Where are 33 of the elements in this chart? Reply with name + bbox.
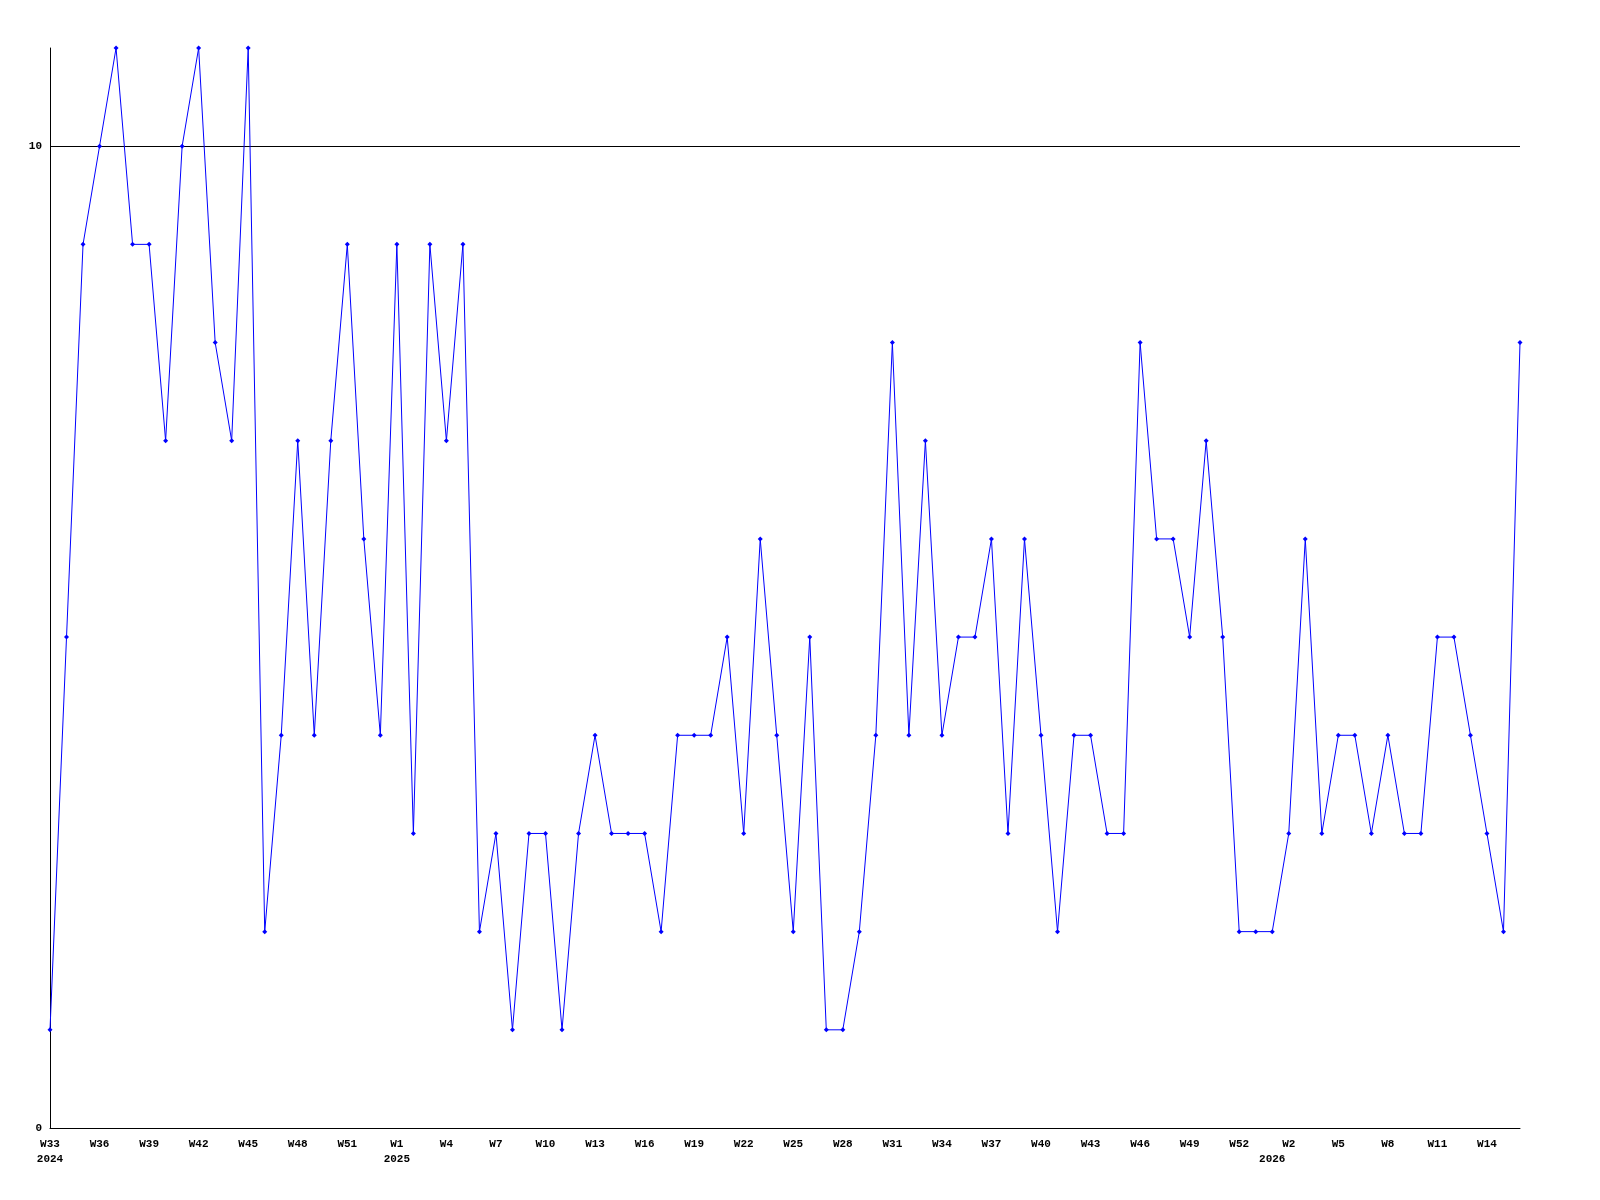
x-tick-label: W19 bbox=[684, 1137, 705, 1150]
x-tick-label: W1 2025 bbox=[383, 1137, 411, 1165]
x-tick-label: W52 bbox=[1229, 1137, 1250, 1150]
x-tick-label: W8 bbox=[1381, 1137, 1395, 1150]
x-tick-label: W51 bbox=[337, 1137, 358, 1150]
x-tick-label: W48 bbox=[287, 1137, 309, 1150]
x-tick-label: W45 bbox=[238, 1137, 259, 1150]
x-tick-label: W22 bbox=[733, 1137, 754, 1150]
x-tick-label: W4 bbox=[439, 1137, 454, 1150]
x-tick-label: W5 bbox=[1331, 1137, 1346, 1150]
x-tick-label: W49 bbox=[1179, 1137, 1200, 1150]
x-tick-label: W7 bbox=[489, 1137, 503, 1150]
x-tick-label: W10 bbox=[535, 1137, 556, 1150]
x-tick-label: W42 bbox=[188, 1137, 209, 1150]
x-tick-label: W16 bbox=[634, 1137, 655, 1150]
x-tick-label: W34 bbox=[932, 1137, 953, 1150]
x-tick-label: W37 bbox=[981, 1137, 1002, 1150]
x-tick-label: W11 bbox=[1427, 1137, 1448, 1150]
x-tick-label: W40 bbox=[1031, 1137, 1051, 1150]
y-tick-label: 10 bbox=[28, 140, 42, 153]
x-tick-label: W36 bbox=[89, 1137, 110, 1150]
x-tick-label: W25 bbox=[783, 1137, 804, 1150]
x-tick-label: W13 bbox=[585, 1137, 606, 1150]
x-tick-label: 2026 bbox=[1259, 1152, 1286, 1165]
x-tick-label: W28 bbox=[832, 1137, 854, 1150]
x-tick-label: W46 bbox=[1130, 1137, 1151, 1150]
y-tick-label: 0 bbox=[35, 1122, 42, 1134]
x-tick-label: W39 bbox=[139, 1137, 160, 1150]
x-tick-label: W2 bbox=[1282, 1137, 1296, 1150]
x-tick-label: W43 bbox=[1080, 1137, 1101, 1150]
x-tick-label: W31 bbox=[882, 1137, 903, 1150]
x-tick-label: W33 2024 bbox=[36, 1137, 64, 1165]
x-tick-label: W14 bbox=[1477, 1137, 1498, 1150]
